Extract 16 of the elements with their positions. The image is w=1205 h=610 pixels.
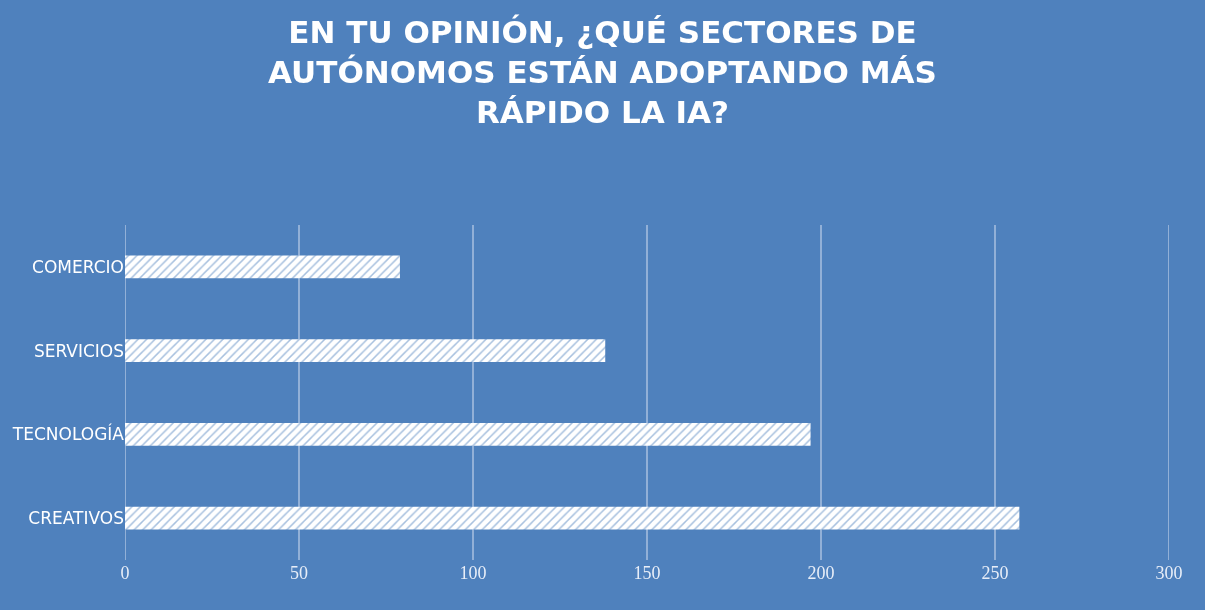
x-tick-label: 0 bbox=[120, 563, 130, 583]
x-tick-label: 150 bbox=[633, 563, 661, 583]
x-tick-label: 50 bbox=[290, 563, 308, 583]
y-tick-label: SERVICIOS bbox=[33, 340, 124, 361]
y-tick-label: CREATIVOS bbox=[28, 508, 124, 529]
bar bbox=[125, 506, 1020, 530]
x-tick-label: 250 bbox=[981, 563, 1009, 583]
bar bbox=[125, 423, 811, 446]
bar bbox=[125, 339, 606, 362]
y-tick-label: COMERCIO bbox=[32, 256, 124, 277]
x-tick-label: 100 bbox=[459, 563, 487, 583]
x-tick-label: 300 bbox=[1155, 563, 1183, 583]
chart-title: EN TU OPINIÓN, ¿QUÉ SECTORES DE AUTÓNOMOS ESTÁN ADOPTANDO MÁS RÁPIDO LA IA? bbox=[268, 13, 937, 131]
y-tick-label: TECNOLOGÍA bbox=[11, 423, 125, 445]
x-tick-label: 200 bbox=[807, 563, 835, 583]
bar bbox=[125, 255, 400, 279]
